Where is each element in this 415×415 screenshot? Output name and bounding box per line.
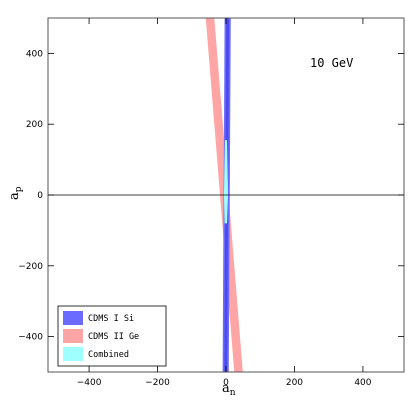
legend-label: CDMS I Si — [88, 314, 134, 324]
y-axis-label-sub: p — [14, 186, 24, 192]
y-axis-label: ap — [7, 186, 24, 200]
y-tick-label: −200 — [18, 262, 43, 272]
x-axis-label: an — [222, 381, 236, 398]
x-axis-label-main: a — [222, 381, 230, 396]
x-tick-label: 0 — [223, 378, 229, 388]
legend-swatch — [63, 347, 83, 361]
x-tick-label: −400 — [77, 378, 102, 388]
y-tick-label: −400 — [18, 333, 43, 343]
x-tick-label: 200 — [286, 378, 303, 388]
axis-ticks: −400 −200 0 200 400 −400 −200 0 200 400 — [18, 18, 404, 388]
region-combined — [223, 140, 229, 224]
legend-label: CDMS II Ge — [88, 332, 139, 342]
legend-label: Combined — [88, 350, 129, 360]
legend-swatch — [63, 311, 83, 325]
y-tick-label: 200 — [26, 120, 43, 130]
chart-annotation: 10 GeV — [310, 56, 353, 70]
legend: CDMS I Si CDMS II Ge Combined — [57, 305, 167, 367]
x-tick-label: 400 — [354, 378, 371, 388]
x-tick-label: −200 — [145, 378, 170, 388]
x-axis-label-sub: n — [230, 388, 236, 398]
y-tick-label: 400 — [26, 49, 43, 59]
y-axis-label-main: a — [7, 192, 22, 200]
legend-swatch — [63, 329, 83, 343]
y-tick-label: 0 — [37, 191, 43, 201]
